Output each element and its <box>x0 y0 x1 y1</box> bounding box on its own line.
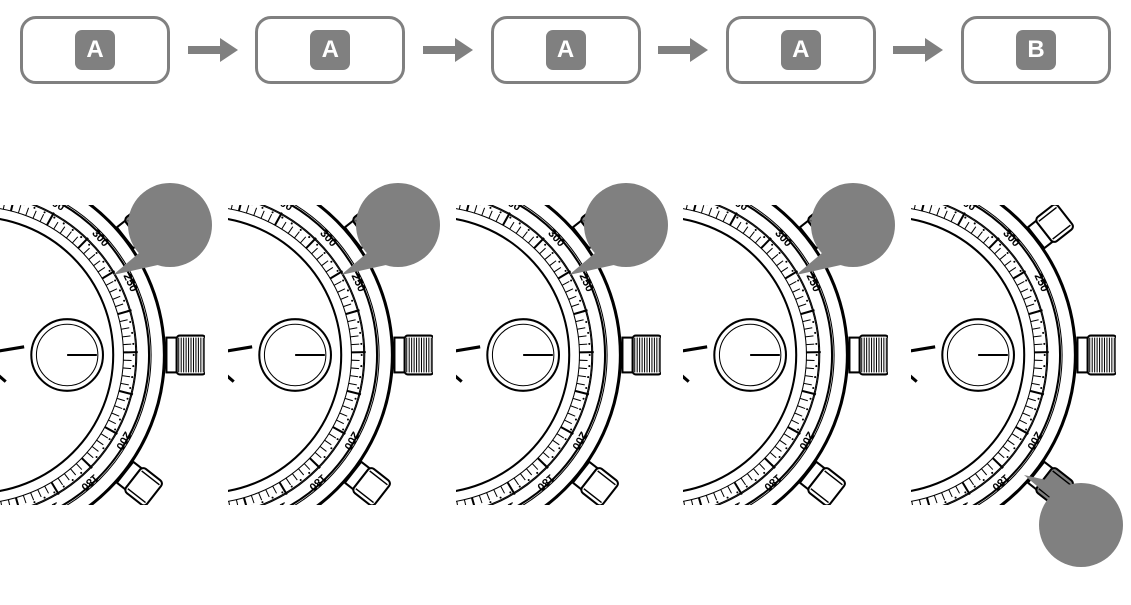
step-label: A <box>792 38 809 62</box>
step-label: A <box>86 38 103 62</box>
press-indicator-top <box>95 175 235 315</box>
watch-cell-4: 400300250200180160ER <box>683 160 903 600</box>
press-indicator-top <box>323 175 463 315</box>
step-badge: A <box>75 30 115 70</box>
arrow-icon <box>188 38 238 62</box>
watch-cell-1: 400300250200180160ER <box>0 160 220 600</box>
step-label: A <box>557 38 574 62</box>
step-badge: A <box>546 30 586 70</box>
step-sequence: A A A A B <box>20 10 1111 90</box>
watch-cell-3: 400300250200180160ER <box>456 160 676 600</box>
arrow-icon <box>423 38 473 62</box>
step-label: A <box>322 38 339 62</box>
watch-cell-2: 400300250200180160ER <box>228 160 448 600</box>
press-indicator-bottom <box>1006 435 1131 575</box>
step-badge: B <box>1016 30 1056 70</box>
watch-cell-5: 400300250200180160ER <box>911 160 1131 600</box>
arrow-icon <box>893 38 943 62</box>
step-box-4: A <box>726 16 876 84</box>
step-box-2: A <box>255 16 405 84</box>
press-indicator-top <box>551 175 691 315</box>
step-box-1: A <box>20 16 170 84</box>
watch-sequence: 400300250200180160ER <box>0 160 1131 600</box>
press-indicator-top <box>778 175 918 315</box>
step-badge: A <box>781 30 821 70</box>
step-box-5: B <box>961 16 1111 84</box>
step-badge: A <box>310 30 350 70</box>
step-label: B <box>1027 38 1044 62</box>
step-box-3: A <box>491 16 641 84</box>
arrow-icon <box>658 38 708 62</box>
